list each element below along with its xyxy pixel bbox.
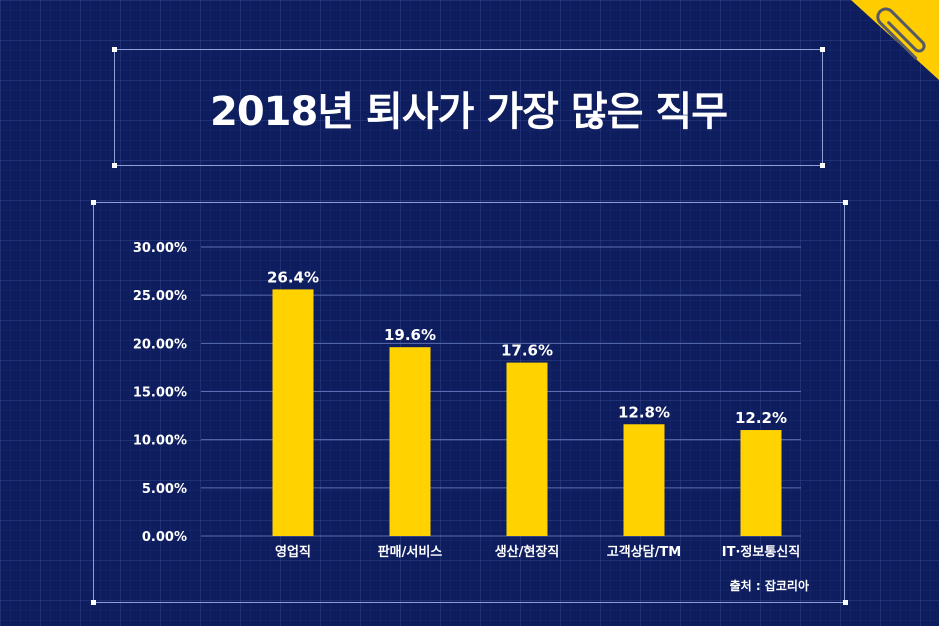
- selection-handle: [820, 47, 825, 52]
- x-tick-label: 영업직: [275, 544, 311, 560]
- selection-handle: [91, 200, 96, 205]
- y-tick-label: 30.00%: [133, 241, 187, 256]
- data-label: 19.6%: [384, 326, 436, 344]
- bar: [740, 430, 782, 536]
- x-tick-label: 고객상담/TM: [607, 544, 681, 560]
- bar: [623, 424, 665, 536]
- selection-handle: [843, 200, 848, 205]
- y-tick-label: 15.00%: [133, 386, 187, 401]
- x-tick-label: IT·정보통신직: [722, 544, 800, 560]
- selection-handle: [112, 163, 117, 168]
- bar: [272, 289, 314, 536]
- y-tick-label: 0.00%: [142, 530, 187, 545]
- bar-chart: 0.00% 5.00% 10.00% 15.00% 20.00% 25.00% 30.00%…: [133, 241, 801, 560]
- page-title: 2018년 퇴사가 가장 많은 직무: [209, 88, 728, 135]
- bar: [389, 347, 431, 536]
- data-label: 17.6%: [501, 342, 553, 360]
- selection-handle: [820, 163, 825, 168]
- source-note: 출처 : 잡코리아: [729, 579, 809, 593]
- y-tick-label: 10.00%: [133, 434, 187, 449]
- x-tick-label: 생산/현장직: [495, 544, 560, 560]
- data-label: 12.8%: [618, 403, 670, 421]
- title-box: 2018년 퇴사가 가장 많은 직무: [114, 49, 823, 166]
- selection-handle: [843, 600, 848, 605]
- y-tick-label: 20.00%: [133, 337, 187, 352]
- chart-box: 0.00% 5.00% 10.00% 15.00% 20.00% 25.00% 30.00%…: [93, 202, 845, 603]
- bar: [506, 362, 548, 536]
- paperclip-icon: [851, 0, 939, 80]
- selection-handle: [112, 47, 117, 52]
- y-tick-label: 25.00%: [133, 289, 187, 304]
- x-tick-label: 판매/서비스: [378, 544, 443, 560]
- y-tick-label: 5.00%: [142, 482, 187, 497]
- selection-handle: [91, 600, 96, 605]
- data-label: 26.4%: [267, 268, 319, 286]
- data-label: 12.2%: [735, 409, 787, 427]
